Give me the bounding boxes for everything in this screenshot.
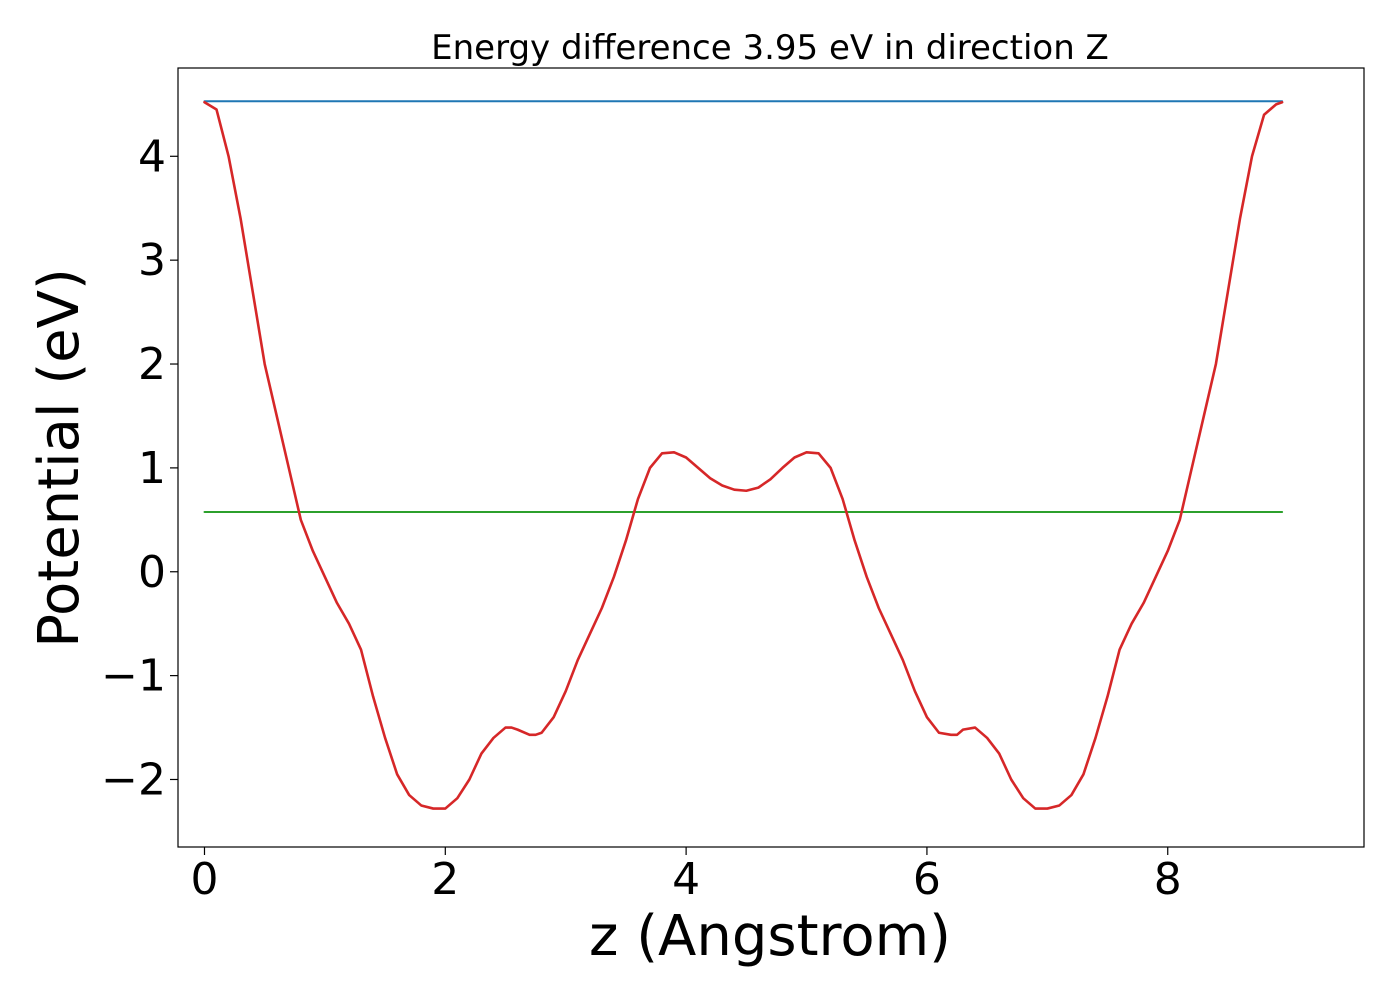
y-tick-label: −1: [101, 651, 166, 702]
x-axis-label: z (Angstrom): [589, 904, 951, 969]
plot-area: [203, 100, 1284, 810]
y-tick-label: 2: [138, 339, 166, 390]
y-tick-label: −2: [101, 754, 166, 805]
x-tick-label: 2: [431, 854, 459, 905]
y-axis-label: Potential (eV): [27, 268, 92, 648]
y-tick-label: 0: [138, 547, 166, 598]
x-axis: 0 2 4 6 8: [190, 847, 1182, 905]
plot-frame: [177, 67, 1365, 848]
y-tick-label: 3: [138, 235, 166, 286]
y-tick-label: 4: [138, 131, 166, 182]
series-line-0: [203, 100, 1284, 810]
x-tick-label: 8: [1154, 854, 1182, 905]
chart-title: Energy difference 3.95 eV in direction Z: [431, 28, 1109, 68]
y-axis: −2 −1 0 1 2 3 4: [101, 131, 178, 805]
x-tick-label: 0: [190, 854, 218, 905]
x-tick-label: 6: [913, 854, 941, 905]
x-tick-label: 4: [672, 854, 700, 905]
y-tick-label: 1: [138, 443, 166, 494]
